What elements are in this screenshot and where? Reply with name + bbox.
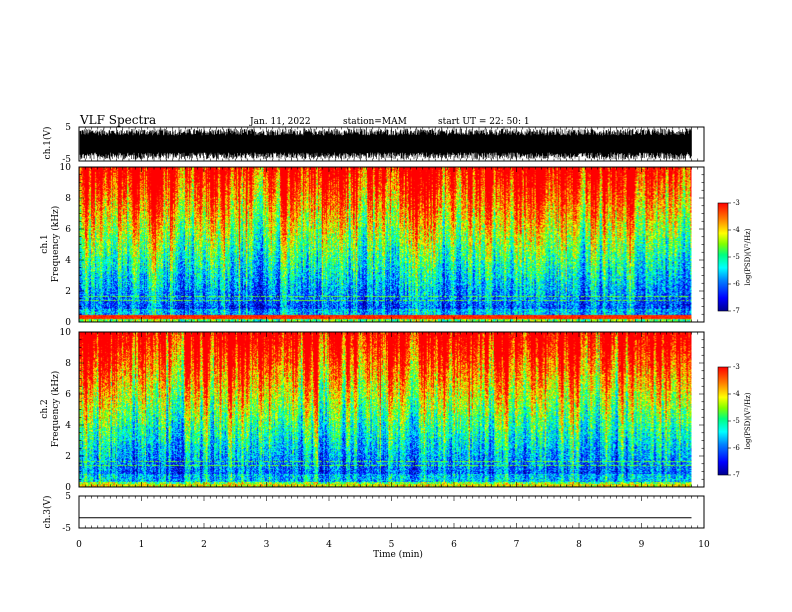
- start-time-label: start UT = 22: 50: 1: [438, 117, 530, 127]
- ch1-waveform-ylabel: ch.1(V): [42, 127, 53, 160]
- ch3-waveform-ylabel: ch.3(V): [42, 496, 53, 529]
- cb1-tick-m3: -3: [733, 199, 740, 207]
- ch1-spec-ytick-0: 0: [65, 318, 71, 328]
- cb1-tick-m5: -5: [733, 253, 740, 261]
- cb2-tick-m5: -5: [733, 417, 740, 425]
- ch2-colorbar: -3 -4 -5 -6 -7 log(PSD)(V²/Hz): [717, 363, 752, 479]
- ch1-spectrogram-image: [79, 167, 692, 322]
- ch1-spectrogram-panel: 0 2 4 6 8 10 ch.1 Frequency (kHz): [40, 163, 705, 328]
- ch2-spec-ytick-10: 10: [60, 328, 72, 338]
- ch2-spec-ytick-6: 6: [65, 390, 71, 400]
- ch1-waveform-panel: 5 -5 ch.1(V): [42, 123, 705, 165]
- ch1-spec-ytick-8: 8: [65, 194, 71, 204]
- ch1-ytick-top: 5: [65, 123, 71, 133]
- x-tick-label: 3: [264, 540, 270, 550]
- ch2-colorbar-label: log(PSD)(V²/Hz): [744, 392, 752, 449]
- ch1-waveform-ticks: [78, 127, 705, 161]
- cb2-tick-m7: -7: [733, 471, 740, 479]
- x-tick-label: 8: [576, 540, 582, 550]
- cb1-tick-m7: -7: [733, 307, 740, 315]
- ch1-spectrogram-ticks: [78, 166, 705, 323]
- x-tick-label: 2: [201, 540, 207, 550]
- ch1-spec-ytick-6: 6: [65, 225, 71, 235]
- ch1-ytick-bottom: -5: [62, 155, 71, 165]
- ch1-spec-ytick-2: 2: [65, 287, 71, 297]
- x-tick-label: 9: [639, 540, 645, 550]
- ch1-spec-ytick-4: 4: [65, 256, 71, 266]
- ch1-spectrogram-ylabel-line1: ch.1: [40, 234, 50, 253]
- cb2-tick-m3: -3: [733, 363, 740, 371]
- ch1-colorbar-ticks: [728, 202, 731, 312]
- ch2-spec-ytick-8: 8: [65, 359, 71, 369]
- ch3-ytick-bottom: -5: [62, 524, 71, 534]
- ch1-spec-ytick-10: 10: [60, 163, 72, 173]
- ch2-spectrogram-yticklabels: 0 2 4 6 8 10: [60, 328, 72, 493]
- ch2-spectrogram-ticks: [78, 331, 705, 488]
- cb2-tick-m4: -4: [733, 390, 740, 398]
- cb1-tick-m4: -4: [733, 226, 740, 234]
- cb1-tick-m6: -6: [733, 280, 740, 288]
- ch2-colorbar-bar: [717, 366, 729, 476]
- ch3-ytick-top: 5: [65, 492, 71, 502]
- ch1-spectrogram-ylabel-line2: Frequency (kHz): [50, 206, 61, 283]
- x-tick-labels: 0 1 2 3 4 5 6 7 8 9 10: [76, 540, 710, 550]
- x-tick-label: 5: [389, 540, 395, 550]
- x-tick-label: 0: [76, 540, 82, 550]
- ch2-spectrogram-ylabel-line2: Frequency (kHz): [50, 371, 61, 448]
- x-axis-label: Time (min): [373, 549, 423, 560]
- x-tick-label: 1: [139, 540, 145, 550]
- ch2-spectrogram-image: [79, 332, 692, 487]
- figure-title: VLF Spectra: [79, 113, 156, 127]
- ch3-waveform-ticks: [78, 496, 705, 528]
- ch2-spectrogram-panel: 0 2 4 6 8 10 ch.2 Frequency (kHz): [40, 328, 705, 493]
- station-label: station=MAM: [343, 117, 407, 127]
- date-label: Jan. 11, 2022: [249, 117, 311, 127]
- cb2-tick-m6: -6: [733, 444, 740, 452]
- x-tick-label: 6: [451, 540, 457, 550]
- ch1-noise-core: [80, 141, 692, 147]
- ch1-colorbar-label: log(PSD)(V²/Hz): [744, 228, 752, 285]
- ch2-colorbar-ticks: [728, 366, 731, 476]
- ch2-spectrogram-ylabel-line1: ch.2: [40, 399, 50, 418]
- ch1-colorbar: -3 -4 -5 -6 -7 log(PSD)(V²/Hz): [717, 199, 752, 315]
- x-tick-label: 7: [514, 540, 520, 550]
- ch1-spectrogram-yticklabels: 0 2 4 6 8 10: [60, 163, 72, 328]
- ch2-spec-ytick-0: 0: [65, 483, 71, 493]
- x-tick-label: 10: [698, 540, 710, 550]
- ch1-waveform-trace: [79, 128, 692, 160]
- ch2-spec-ytick-4: 4: [65, 421, 71, 431]
- ch2-spec-ytick-2: 2: [65, 452, 71, 462]
- ch1-colorbar-bar: [717, 202, 729, 312]
- x-tick-label: 4: [326, 540, 332, 550]
- ch3-waveform-panel: 5 -5 ch.3(V): [42, 492, 705, 534]
